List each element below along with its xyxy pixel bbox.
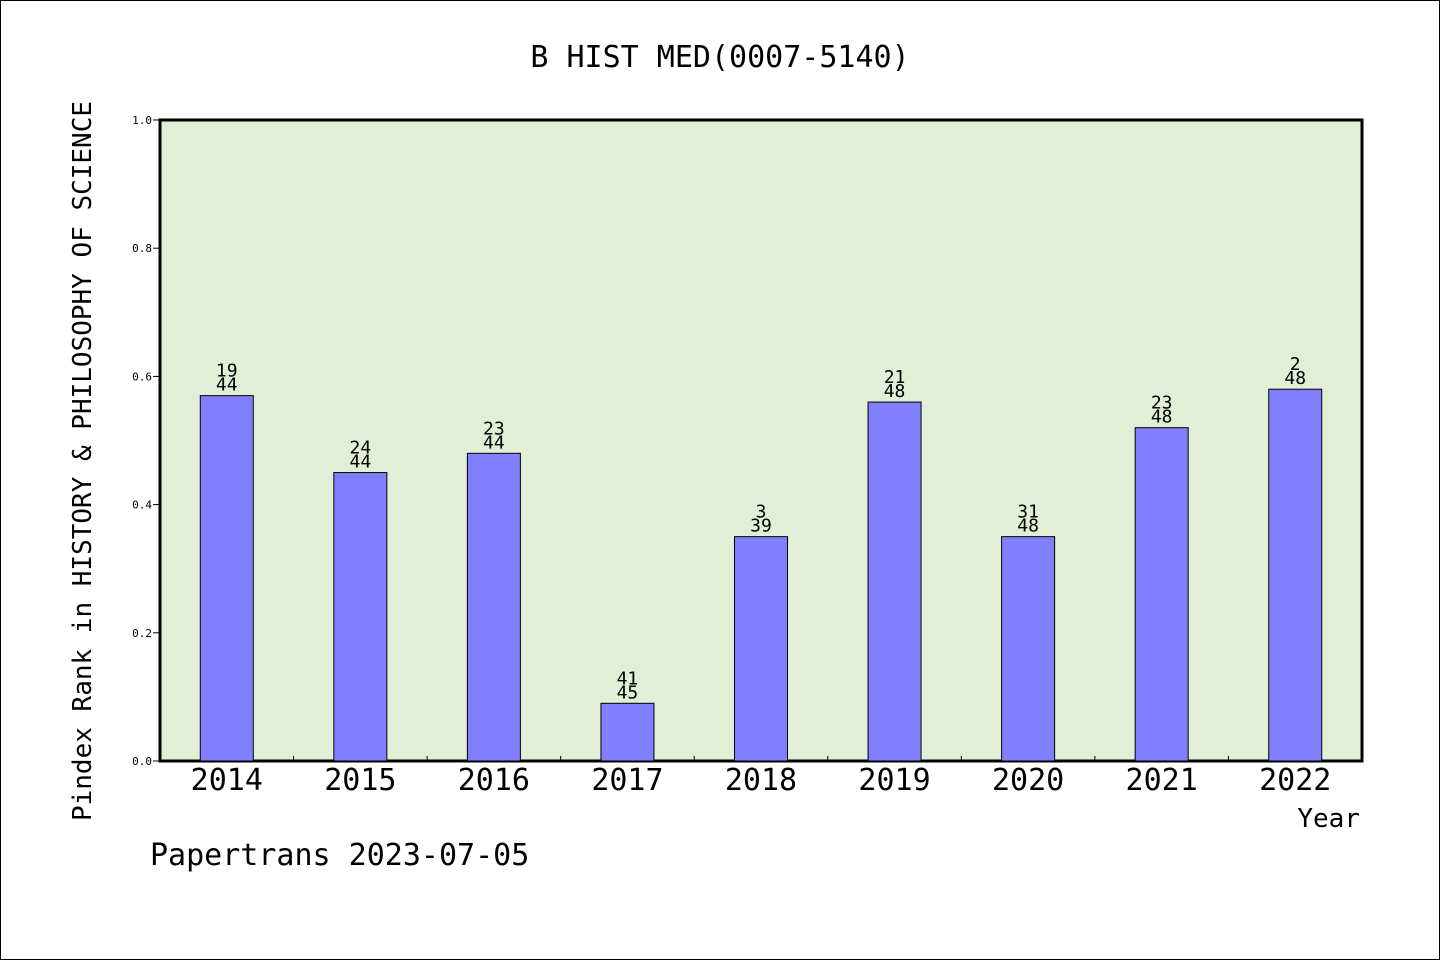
bar (466, 452, 521, 762)
rank-label: 19 (216, 361, 238, 382)
x-tick-label: 2020 (992, 763, 1064, 798)
total-label: 39 (750, 516, 772, 537)
x-tick-label: 2022 (1259, 763, 1331, 798)
rank-label: 21 (884, 367, 906, 388)
x-tick-label: 2018 (725, 763, 797, 798)
rank-label: 23 (1151, 393, 1173, 414)
x-tick-label: 2015 (324, 763, 396, 798)
x-tick-label: 2017 (591, 763, 663, 798)
x-tick-label: 2016 (458, 763, 530, 798)
bar (1268, 388, 1323, 762)
total-label: 48 (1151, 407, 1173, 428)
bar (1134, 427, 1189, 762)
bar (734, 536, 788, 762)
bar (867, 401, 922, 762)
y-tick-label: 0.2 (132, 627, 152, 640)
footer-note: Papertrans 2023-07-05 (150, 838, 529, 873)
total-label: 44 (349, 452, 371, 473)
rank-label: 3 (756, 502, 767, 523)
x-tick-label: 2019 (858, 763, 930, 798)
rank-label: 41 (617, 668, 639, 689)
rank-label: 31 (1017, 502, 1039, 523)
bar (199, 395, 254, 762)
x-axis-title: Year (1297, 804, 1360, 834)
total-label: 44 (216, 375, 238, 396)
y-axis: 0.0 0.2 0.4 0.6 0.8 1.0 (132, 114, 160, 768)
y-tick-label: 0.6 (132, 370, 152, 383)
y-tick-label: 1.0 (132, 114, 152, 127)
rank-label: 2 (1290, 354, 1301, 375)
bar (600, 702, 655, 762)
bars (199, 388, 1323, 762)
rank-label: 23 (483, 418, 505, 439)
total-label: 44 (483, 432, 505, 453)
chart-title: B HIST MED(0007-5140) (530, 40, 909, 75)
x-axis: 2014 2015 2016 2017 2018 2019 2020 2021 2022 (191, 756, 1331, 798)
total-label: 48 (884, 381, 906, 402)
y-axis-title: Pindex Rank in HISTORY & PHILOSOPHY OF S… (68, 101, 98, 821)
x-tick-label: 2021 (1126, 763, 1198, 798)
total-label: 45 (617, 682, 639, 703)
rank-label: 24 (349, 438, 371, 459)
y-tick-label: 0.8 (132, 242, 152, 255)
y-tick-label: 0.4 (132, 499, 152, 512)
total-label: 48 (1017, 516, 1039, 537)
total-label: 48 (1284, 368, 1306, 389)
bar (1001, 536, 1056, 762)
y-tick-label: 0.0 (132, 755, 152, 768)
bar (333, 472, 388, 762)
x-tick-label: 2014 (191, 763, 263, 798)
